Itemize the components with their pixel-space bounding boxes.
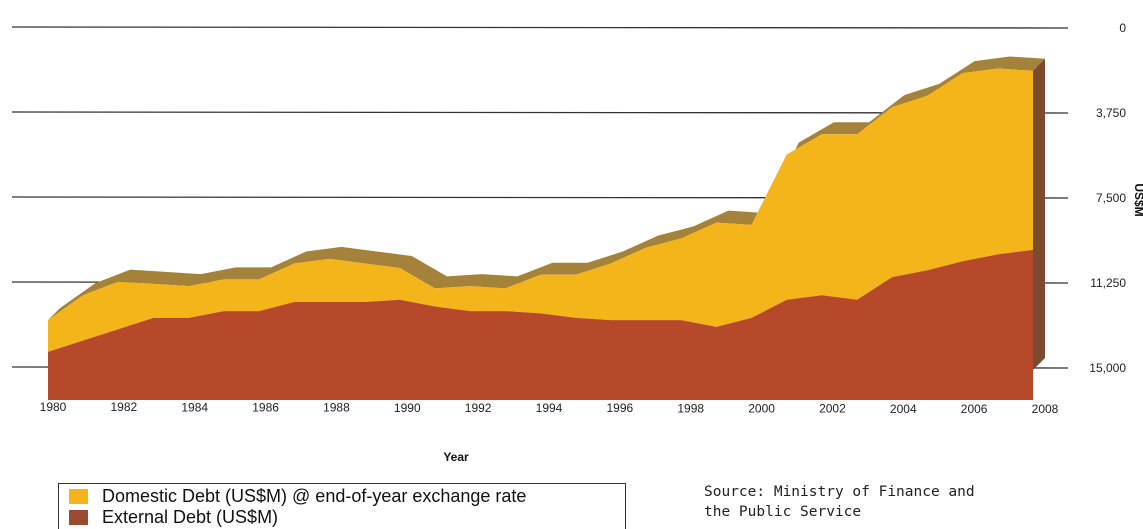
x-axis-title: Year: [443, 450, 469, 464]
legend-item-external: External Debt (US$M): [69, 507, 615, 528]
x-tick-label: 2002: [819, 402, 846, 416]
legend-swatch-domestic: [69, 489, 88, 504]
x-tick-label: 2004: [890, 402, 917, 416]
x-tick-label: 1990: [394, 401, 421, 415]
x-tick-label: 1996: [607, 401, 634, 415]
legend-label-external: External Debt (US$M): [102, 507, 279, 527]
x-tick-label: 1986: [252, 400, 279, 414]
external-debt-area-base: [48, 370, 1033, 400]
x-tick-label: 1992: [465, 401, 492, 415]
y-tick-label: 3,750: [1096, 106, 1126, 120]
y-tick-label: 15,000: [1089, 361, 1126, 375]
x-tick-label: 1980: [40, 400, 67, 414]
x-tick-label: 2008: [1032, 402, 1059, 416]
chart-legend: Domestic Debt (US$M) @ end-of-year excha…: [58, 483, 626, 529]
x-tick-label: 1982: [111, 400, 138, 414]
domestic-debt-area: [48, 68, 1033, 352]
legend-label-domestic: Domestic Debt (US$M) @ end-of-year excha…: [102, 486, 527, 506]
x-tick-label: 1988: [323, 401, 350, 415]
y-axis-title: US$M: [1132, 183, 1143, 216]
y-tick-label: 0: [1119, 21, 1126, 35]
y-tick-label: 7,500: [1096, 191, 1126, 205]
legend-item-domestic: Domestic Debt (US$M) @ end-of-year excha…: [69, 486, 615, 507]
source-note: Source: Ministry of Finance and the Publ…: [704, 484, 975, 520]
x-tick-label: 1984: [181, 400, 208, 414]
gridline: [11, 26, 1069, 29]
x-tick-label: 2000: [748, 402, 775, 416]
x-tick-label: 2006: [961, 402, 988, 416]
legend-swatch-external: [69, 510, 88, 525]
x-tick-label: 1994: [536, 401, 563, 415]
y-tick-label: 11,250: [1090, 276, 1126, 290]
external-debt-area: [48, 249, 1033, 400]
area-side-face: [1033, 58, 1045, 371]
domestic-area-top-edge: [48, 56, 1045, 321]
x-tick-label: 1998: [677, 401, 704, 415]
